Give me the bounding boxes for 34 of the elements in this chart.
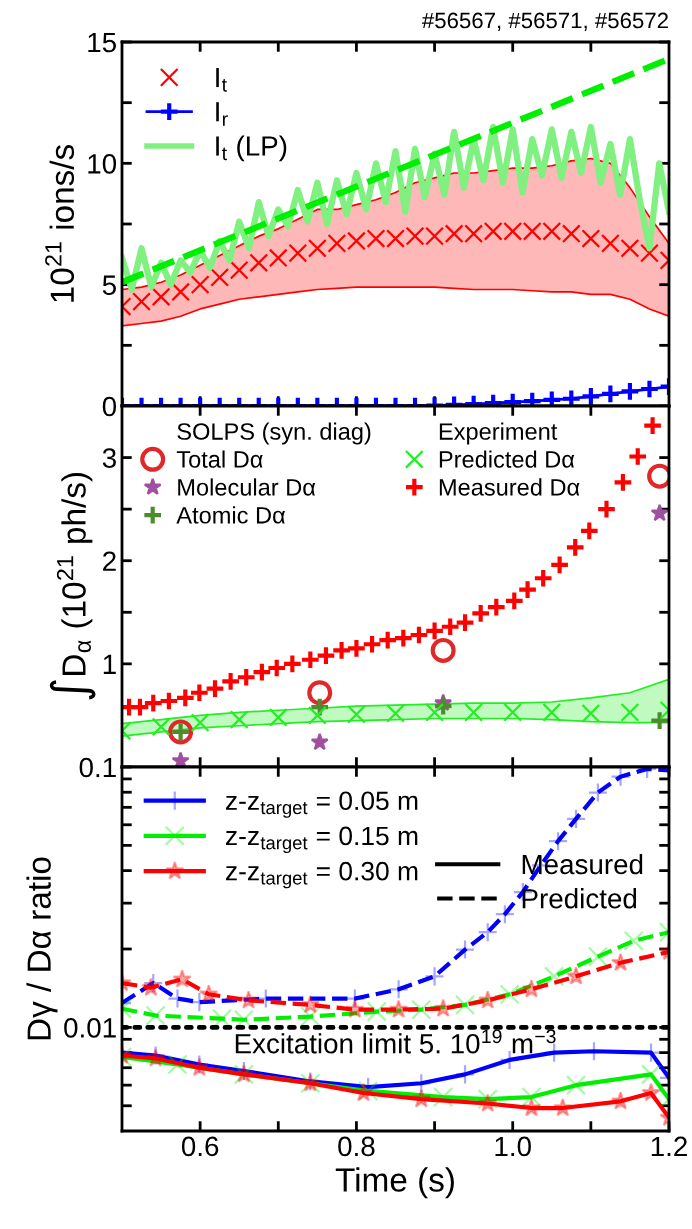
x-tick-label: 1.0 — [495, 1136, 531, 1157]
chart-title: #56567, #56571, #56572 — [421, 12, 668, 31]
y-tick-label: 1 — [103, 654, 116, 674]
legend-label: I$_{r}$ — [216, 102, 228, 126]
ref-line-label: Excitation limit 5. 10$^{19}$ m$^{−3}$ — [235, 1029, 556, 1054]
legend-label: Molecular Dα — [178, 478, 316, 496]
text: SOLPS (syn. diag) — [177, 422, 371, 445]
x-tick-label: 0.6 — [181, 1136, 219, 1157]
y-tick-label: 5 — [102, 275, 116, 296]
annotation: Measured — [522, 853, 643, 875]
legend-label: Predicted Dα — [439, 450, 575, 468]
y-tick-label: 15 — [88, 32, 116, 53]
y-axis-title: 10$^{21}$ ions/s — [45, 144, 75, 302]
x-axis-title: Time (s) — [335, 1167, 454, 1199]
y-axis-title: Dγ / Dα ratio — [26, 857, 58, 1040]
legend-label: Measured Dα — [439, 478, 580, 496]
y-axis-title: ∫D$_{α}$ (10$^{21}$ ph/s) — [49, 472, 96, 700]
legend-label: I$_{t}$ — [216, 67, 227, 92]
y-tick-label: 0.01 — [64, 1018, 116, 1038]
y-tick-label: 10 — [88, 154, 117, 174]
y-tick-label: 0 — [102, 396, 117, 417]
legend-label: Atomic Dα — [176, 506, 286, 524]
text: Experiment — [439, 422, 558, 445]
annotation: Predicted — [522, 888, 637, 909]
legend-label: z-z$_{target}$ = 0.05 m — [225, 791, 418, 818]
y-tick-label: 3 — [102, 448, 116, 468]
legend-label: I$_{t}$ (LP) — [216, 135, 287, 162]
y-tick-label: 0.1 — [79, 757, 116, 778]
y-tick-label: 2 — [103, 551, 116, 571]
x-tick-label: 1.2 — [651, 1136, 687, 1156]
x-tick-label: 0.8 — [338, 1136, 375, 1157]
legend-label: z-z$_{target}$ = 0.15 m — [225, 826, 418, 854]
legend-label: Total Dα — [176, 450, 263, 468]
legend-label: z-z$_{target}$ = 0.30 m — [225, 861, 418, 889]
